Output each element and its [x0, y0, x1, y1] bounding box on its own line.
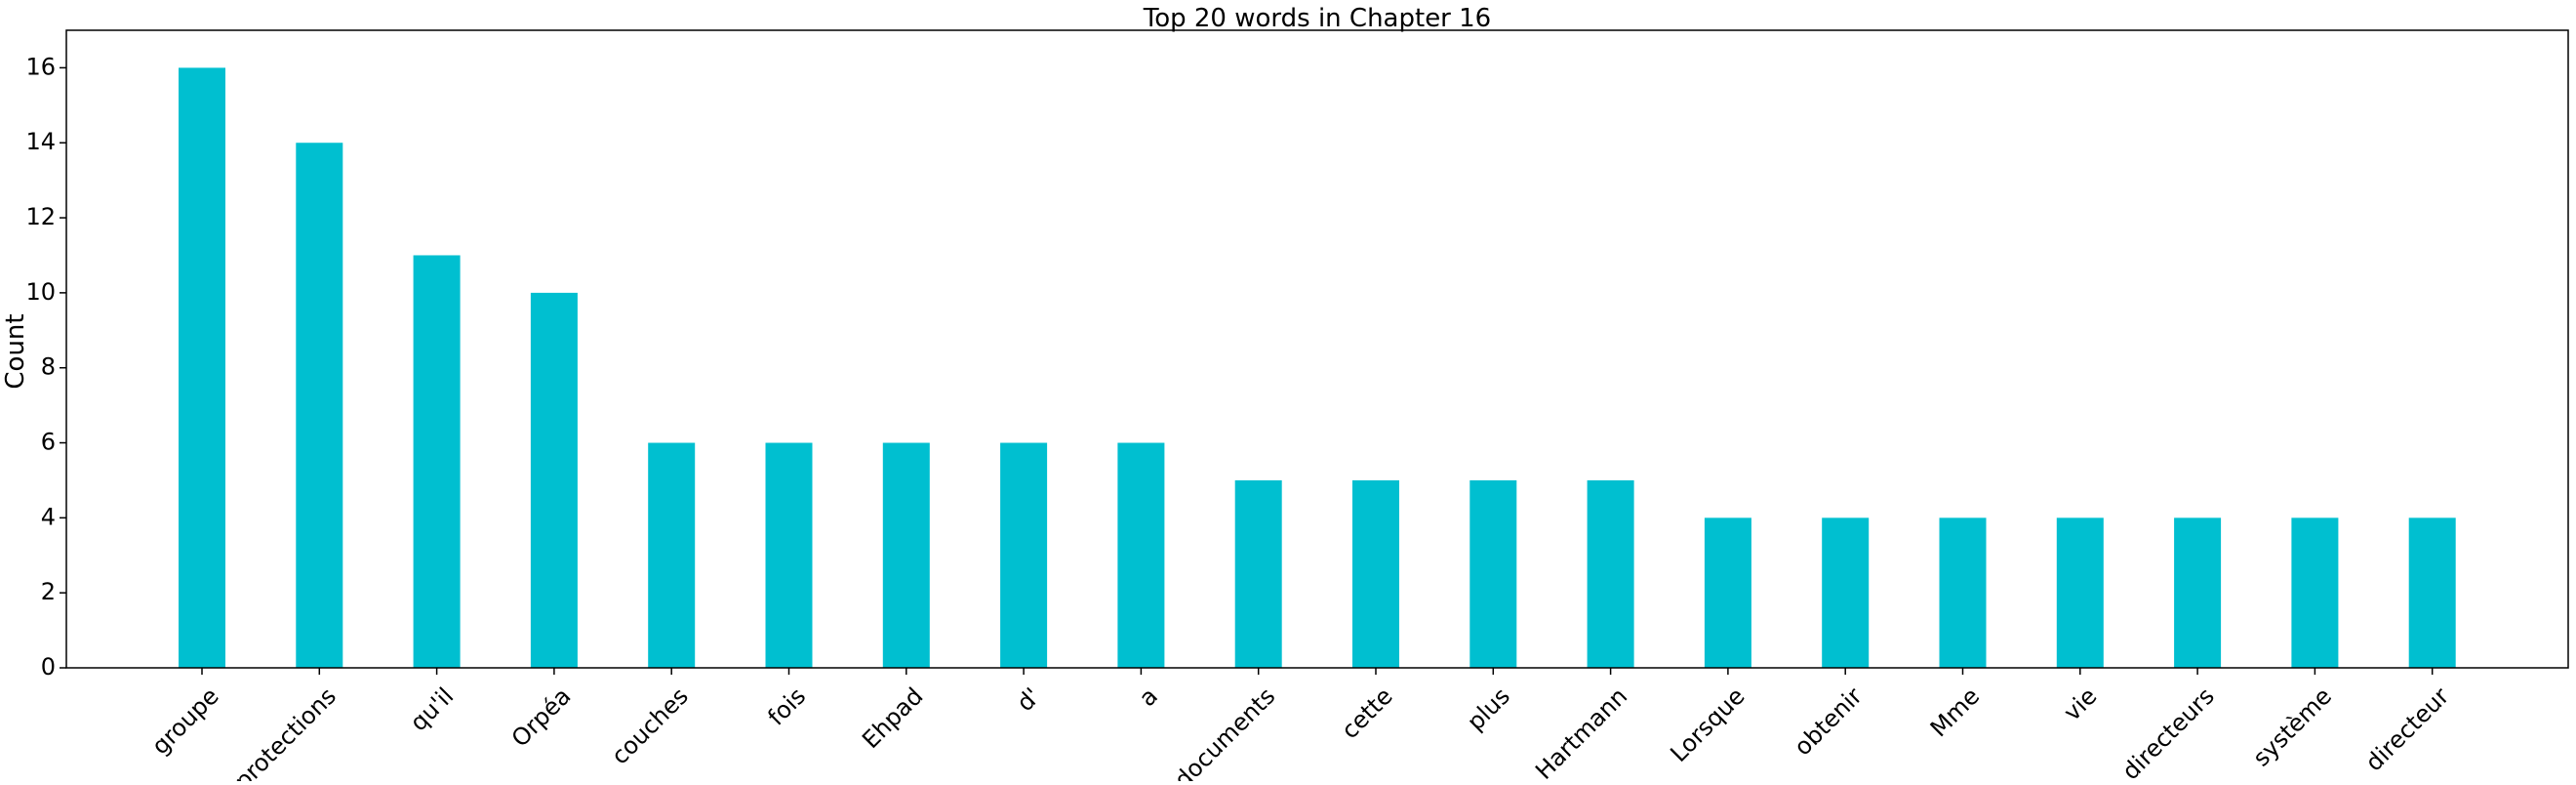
x-tick-label: a [1134, 682, 1163, 712]
x-tick-label: Hartmann [1530, 682, 1632, 781]
x-tick-label: Ehpad [857, 682, 928, 754]
y-tick-label: 10 [25, 278, 56, 306]
bar-15 [1822, 517, 1870, 668]
bar-10 [1234, 479, 1282, 668]
y-tick-label: 2 [41, 578, 56, 605]
y-tick-label: 14 [25, 128, 56, 155]
x-tick-label: groupe [146, 682, 224, 761]
y-tick-label: 6 [41, 429, 56, 456]
x-tick-label: directeurs [2116, 682, 2219, 781]
bar-13 [1587, 479, 1634, 668]
x-tick-label: obtenir [1789, 682, 1868, 762]
x-tick-label: qu'il [405, 682, 459, 736]
bar-4 [530, 292, 578, 668]
x-tick-label: protections [229, 682, 342, 781]
chart-title: Top 20 words in Chapter 16 [1143, 4, 1491, 33]
bar-11 [1352, 479, 1399, 668]
bars-layer [179, 67, 2456, 669]
x-tick-label: fois [762, 682, 811, 731]
x-tick-label: plus [1462, 682, 1515, 736]
y-axis-label: Count [1, 313, 30, 389]
x-tick-label: Orpéa [506, 682, 577, 753]
x-tick-label: documents [1169, 682, 1280, 781]
bar-17 [2056, 517, 2104, 668]
bar-8 [1000, 442, 1048, 668]
plot-frame [65, 29, 2569, 669]
bar-2 [296, 143, 343, 668]
bar-7 [882, 442, 930, 668]
x-tick-label: Lorsque [1665, 682, 1750, 767]
x-tick-label: d' [1012, 682, 1046, 717]
bar-12 [1469, 479, 1517, 668]
y-tick-label: 4 [41, 503, 56, 530]
bar-5 [648, 442, 696, 668]
x-tick-label: directeur [2360, 682, 2455, 777]
y-tick-label: 16 [25, 53, 56, 80]
x-tick-label: système [2247, 682, 2337, 772]
bar-3 [413, 255, 461, 668]
y-tick-label: 12 [25, 203, 56, 230]
y-axis: 0 2 4 6 8 10 12 14 16 [25, 53, 66, 681]
x-tick-label: cette [1336, 682, 1397, 744]
bar-16 [1939, 517, 1987, 668]
bar-14 [1704, 517, 1751, 668]
x-axis: groupe protections qu'il Orpéa couches fois Eh… [146, 668, 2455, 785]
x-tick-label: vie [2058, 682, 2102, 726]
y-tick-label: 8 [41, 353, 56, 381]
y-tick-label: 0 [41, 653, 56, 681]
x-tick-label: Mme [1925, 682, 1985, 742]
x-tick-label: couches [606, 682, 694, 770]
bar-20 [2408, 517, 2456, 668]
bar-9 [1117, 442, 1165, 668]
bar-6 [765, 442, 813, 668]
bar-19 [2291, 517, 2339, 668]
bar-1 [179, 67, 225, 669]
bar-18 [2174, 517, 2222, 668]
